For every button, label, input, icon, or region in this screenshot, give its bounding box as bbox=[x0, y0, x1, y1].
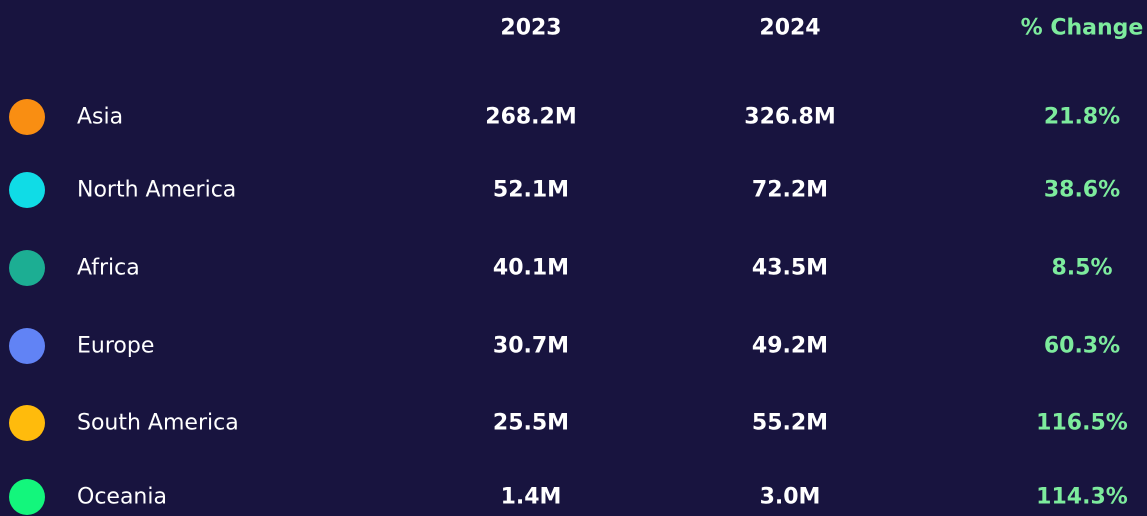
value-cell: 52.1M bbox=[492, 177, 570, 203]
value-cell: 43.5M bbox=[751, 255, 829, 281]
region-dot bbox=[9, 172, 45, 208]
percent-change: 114.3% bbox=[1036, 484, 1128, 510]
region-dot bbox=[9, 405, 45, 441]
region-name: North America bbox=[77, 177, 237, 203]
value-cell: 268.2M bbox=[485, 104, 577, 130]
percent-change: 8.5% bbox=[1051, 255, 1113, 281]
column-header: % Change bbox=[1020, 15, 1144, 41]
percent-change: 21.8% bbox=[1043, 104, 1121, 130]
region-name: Africa bbox=[77, 255, 140, 281]
value-cell: 72.2M bbox=[751, 177, 829, 203]
region-dot bbox=[9, 99, 45, 135]
region-name: Oceania bbox=[77, 484, 167, 510]
region-name: South America bbox=[77, 410, 239, 436]
region-name: Europe bbox=[77, 333, 155, 359]
value-cell: 326.8M bbox=[744, 104, 836, 130]
percent-change: 38.6% bbox=[1043, 177, 1121, 203]
value-cell: 55.2M bbox=[751, 410, 829, 436]
column-header: 2024 bbox=[759, 15, 821, 41]
region-dot bbox=[9, 479, 45, 515]
column-header: 2023 bbox=[500, 15, 562, 41]
value-cell: 3.0M bbox=[759, 484, 821, 510]
value-cell: 40.1M bbox=[492, 255, 570, 281]
value-cell: 30.7M bbox=[492, 333, 570, 359]
value-cell: 25.5M bbox=[492, 410, 570, 436]
region-dot bbox=[9, 328, 45, 364]
region-dot bbox=[9, 250, 45, 286]
percent-change: 116.5% bbox=[1036, 410, 1128, 436]
value-cell: 49.2M bbox=[751, 333, 829, 359]
region-name: Asia bbox=[77, 104, 124, 130]
percent-change: 60.3% bbox=[1043, 333, 1121, 359]
value-cell: 1.4M bbox=[500, 484, 562, 510]
